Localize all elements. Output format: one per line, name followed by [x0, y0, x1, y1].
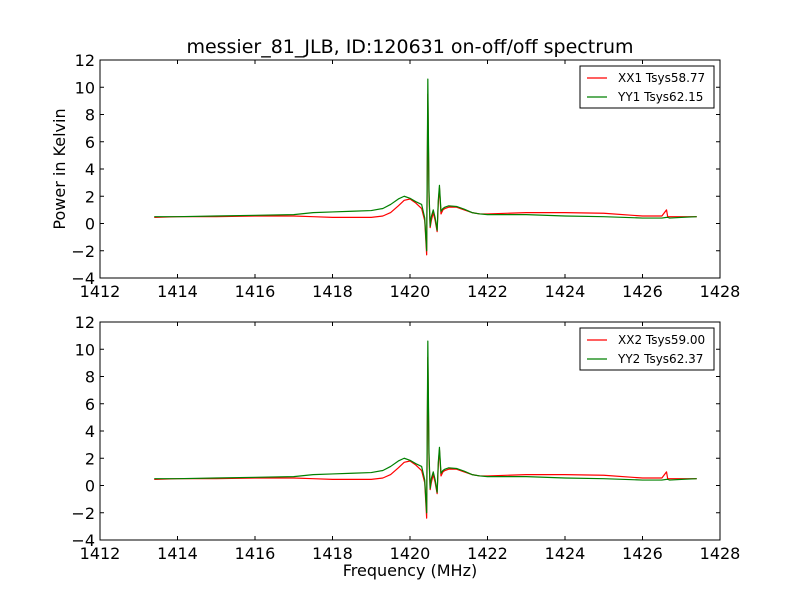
- y-tick-label: 2: [85, 187, 95, 206]
- x-tick-label: 1416: [235, 544, 276, 563]
- x-tick-label: 1428: [700, 544, 741, 563]
- x-tick-label: 1426: [622, 282, 663, 301]
- y-tick-label: 2: [85, 449, 95, 468]
- y-axis-label: Power in Kelvin: [50, 108, 69, 229]
- x-tick-label: 1424: [545, 282, 586, 301]
- series-line-yy: [154, 78, 697, 252]
- legend-box: [579, 327, 715, 371]
- y-tick-label: 12: [75, 51, 95, 70]
- x-tick-label: 1420: [390, 282, 431, 301]
- y-tick-label: 0: [85, 215, 95, 234]
- x-tick-label: 1418: [312, 282, 353, 301]
- y-tick-label: 8: [85, 368, 95, 387]
- legend-label: XX1 Tsys58.77: [618, 71, 705, 85]
- y-tick-label: 6: [85, 395, 95, 414]
- y-tick-label: 0: [85, 477, 95, 496]
- y-tick-label: −4: [71, 269, 95, 288]
- series-line-yy: [154, 340, 697, 514]
- top-spectrum-panel: 1412 1414 1416 1418 1420 1422 1424 1426 1428 −4 −2…: [71, 51, 740, 301]
- x-tick-label: 1422: [467, 282, 508, 301]
- x-tick-label: 1414: [157, 282, 198, 301]
- x-tick-label: 1412: [80, 282, 121, 301]
- series-line-xx: [154, 93, 697, 256]
- y-tick-label: −2: [71, 242, 95, 261]
- y-tick-label: 6: [85, 133, 95, 152]
- x-tick-label: 1418: [312, 544, 353, 563]
- x-tick-label: 1420: [390, 544, 431, 563]
- legend-label: XX2 Tsys59.00: [618, 333, 705, 347]
- y-tick-label: 12: [75, 313, 95, 332]
- x-axis-label: Frequency (MHz): [343, 561, 477, 580]
- y-tick-label: 10: [75, 340, 95, 359]
- legend-box: [579, 65, 715, 109]
- legend-label: YY1 Tsys62.15: [617, 90, 703, 104]
- y-tick-label: 4: [85, 160, 95, 179]
- x-tick-label: 1422: [467, 544, 508, 563]
- x-tick-label: 1416: [235, 282, 276, 301]
- x-tick-label: 1412: [80, 544, 121, 563]
- x-tick-label: 1414: [157, 544, 198, 563]
- x-tick-label: 1426: [622, 544, 663, 563]
- y-tick-label: 10: [75, 78, 95, 97]
- y-tick-label: −4: [71, 531, 95, 550]
- y-tick-label: 4: [85, 422, 95, 441]
- legend-label: YY2 Tsys62.37: [617, 352, 703, 366]
- y-tick-label: 8: [85, 106, 95, 125]
- x-tick-label: 1428: [700, 282, 741, 301]
- chart-title: messier_81_JLB, ID:120631 on-off/off spe…: [186, 36, 633, 58]
- y-tick-label: −2: [71, 504, 95, 523]
- bottom-spectrum-panel: 1412 1414 1416 1418 1420 1422 1424 1426 1428 −4 −2…: [71, 313, 740, 563]
- series-line-xx: [154, 356, 697, 519]
- x-tick-label: 1424: [545, 544, 586, 563]
